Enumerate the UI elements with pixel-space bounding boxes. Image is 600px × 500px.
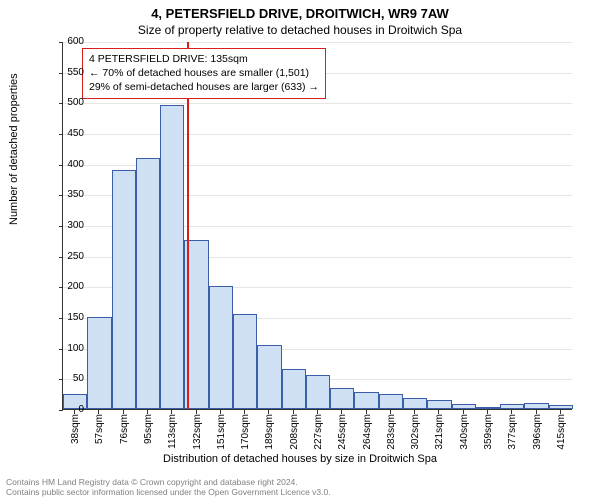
- x-tick-label: 170sqm: [241, 414, 251, 450]
- histogram-bar: [427, 400, 451, 409]
- histogram-bar: [306, 375, 330, 409]
- y-tick-label: 250: [44, 252, 84, 262]
- x-tick-label: 76sqm: [120, 414, 130, 444]
- annotation-line-2: ← 70% of detached houses are smaller (1,…: [89, 66, 319, 80]
- x-tick-label: 95sqm: [144, 414, 154, 444]
- histogram-bar: [354, 392, 378, 409]
- x-axis-label: Distribution of detached houses by size …: [0, 453, 600, 465]
- x-tick-label: 283sqm: [387, 414, 397, 450]
- histogram-bar: [87, 317, 111, 409]
- histogram-bar: [136, 158, 160, 409]
- histogram-bar: [452, 404, 476, 409]
- x-tick-label: 208sqm: [290, 414, 300, 450]
- annotation-line-1: 4 PETERSFIELD DRIVE: 135sqm: [89, 52, 319, 66]
- x-tick-label: 189sqm: [265, 414, 275, 450]
- x-tick-label: 396sqm: [533, 414, 543, 450]
- histogram-bar: [476, 407, 500, 409]
- x-tick-label: 227sqm: [314, 414, 324, 450]
- x-tick-label: 359sqm: [484, 414, 494, 450]
- y-tick-label: 450: [44, 129, 84, 139]
- y-tick-label: 200: [44, 282, 84, 292]
- histogram-bar: [282, 369, 306, 409]
- attribution-footer: Contains HM Land Registry data © Crown c…: [6, 477, 331, 498]
- annotation-box: 4 PETERSFIELD DRIVE: 135sqm ← 70% of det…: [82, 48, 326, 99]
- y-tick-label: 400: [44, 160, 84, 170]
- gridline: [63, 134, 572, 135]
- histogram-bar: [403, 398, 427, 409]
- histogram-bar: [524, 403, 548, 409]
- footer-line-2: Contains public sector information licen…: [6, 487, 331, 498]
- histogram-bar: [257, 345, 281, 409]
- y-tick-label: 500: [44, 98, 84, 108]
- y-tick-label: 50: [44, 374, 84, 384]
- y-tick-label: 100: [44, 344, 84, 354]
- chart-container: 4, PETERSFIELD DRIVE, DROITWICH, WR9 7AW…: [0, 0, 600, 500]
- y-tick-label: 0: [44, 405, 84, 415]
- gridline: [63, 42, 572, 43]
- x-tick-label: 264sqm: [363, 414, 373, 450]
- chart-area: 4 PETERSFIELD DRIVE: 135sqm ← 70% of det…: [62, 42, 572, 410]
- y-tick-label: 600: [44, 37, 84, 47]
- x-tick-label: 321sqm: [435, 414, 445, 450]
- histogram-bar: [233, 314, 257, 409]
- y-tick-label: 350: [44, 190, 84, 200]
- y-tick-label: 550: [44, 68, 84, 78]
- x-tick-label: 57sqm: [95, 414, 105, 444]
- x-tick-label: 113sqm: [168, 414, 178, 449]
- footer-line-1: Contains HM Land Registry data © Crown c…: [6, 477, 331, 488]
- histogram-bar: [112, 170, 136, 409]
- histogram-bar: [160, 105, 184, 409]
- x-tick-label: 151sqm: [217, 414, 227, 450]
- y-axis-label: Number of detached properties: [8, 73, 20, 225]
- histogram-bar: [549, 405, 573, 409]
- histogram-bar: [330, 388, 354, 409]
- x-tick-label: 38sqm: [71, 414, 81, 444]
- histogram-bar: [379, 394, 403, 409]
- x-tick-label: 302sqm: [411, 414, 421, 450]
- histogram-bar: [209, 286, 233, 409]
- y-tick-label: 150: [44, 313, 84, 323]
- x-tick-label: 377sqm: [508, 414, 518, 450]
- x-tick-label: 340sqm: [460, 414, 470, 450]
- chart-title-sub: Size of property relative to detached ho…: [0, 21, 600, 37]
- x-tick-label: 132sqm: [193, 414, 203, 450]
- y-tick-label: 300: [44, 221, 84, 231]
- x-tick-label: 415sqm: [557, 414, 567, 450]
- chart-title-main: 4, PETERSFIELD DRIVE, DROITWICH, WR9 7AW: [0, 0, 600, 21]
- gridline: [63, 103, 572, 104]
- x-tick-label: 245sqm: [338, 414, 348, 450]
- annotation-line-3: 29% of semi-detached houses are larger (…: [89, 80, 319, 94]
- histogram-bar: [500, 404, 524, 409]
